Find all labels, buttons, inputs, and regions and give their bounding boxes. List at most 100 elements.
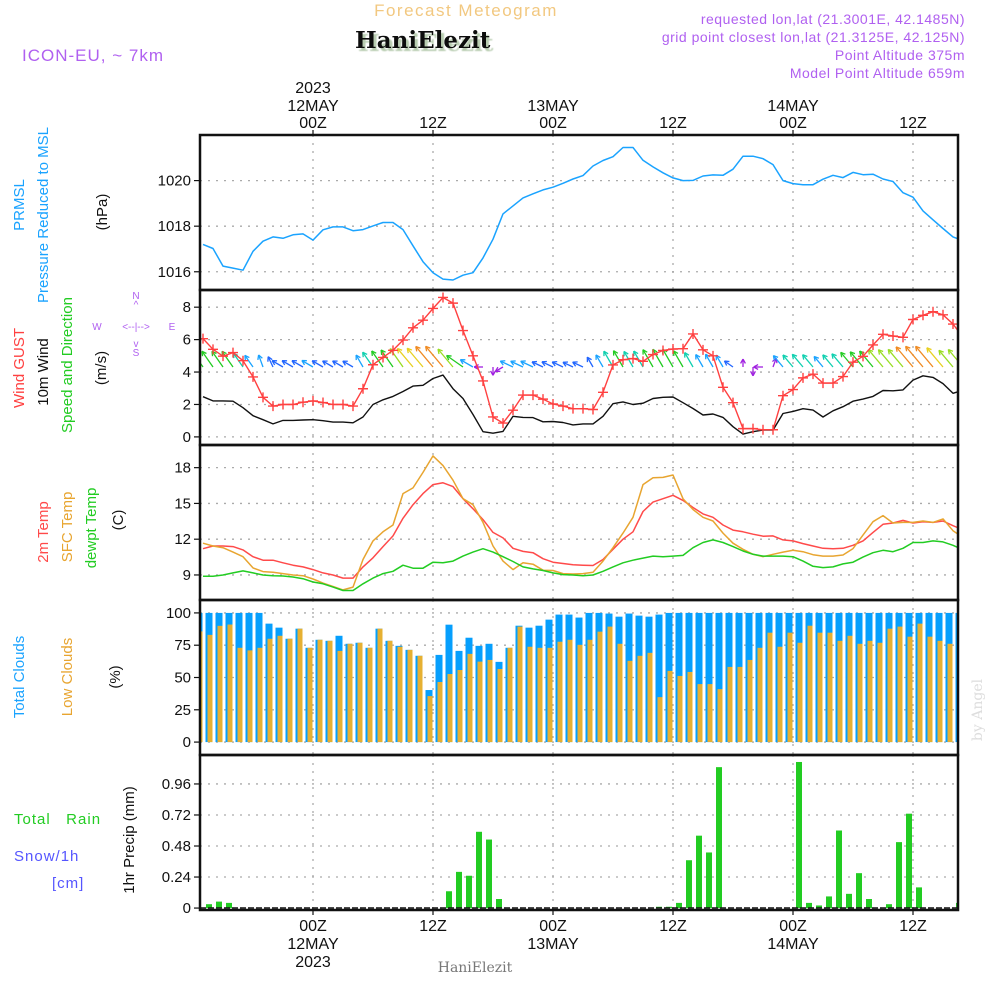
arrow-shaft xyxy=(705,353,714,368)
gust-marker xyxy=(798,372,808,383)
wind-direction-arrow-icon xyxy=(531,360,544,368)
low-clouds-bar xyxy=(907,636,913,743)
rain-bar xyxy=(456,871,462,909)
wind-direction-arrow-icon xyxy=(311,360,324,368)
snow-unit: [cm] xyxy=(52,875,84,892)
arrow-shaft xyxy=(371,350,384,368)
arrow-shaft xyxy=(494,366,504,372)
gust-marker xyxy=(348,401,358,412)
arrow-head xyxy=(603,350,609,355)
gust-marker xyxy=(638,356,648,367)
low-clouds-bar xyxy=(407,649,413,743)
arrow-head xyxy=(822,354,828,358)
wind-direction-arrow-icon xyxy=(782,354,794,368)
low-clouds-bar xyxy=(587,639,593,743)
pressure-y-tick-label: 1018 xyxy=(158,218,191,235)
arrow-head xyxy=(878,349,884,353)
arrow-head xyxy=(831,353,834,359)
arrow-head xyxy=(613,350,619,354)
arrow-head xyxy=(772,355,776,361)
low-clouds-bar xyxy=(857,643,863,743)
compass-horizontal: <--|--> xyxy=(122,322,150,333)
arrow-head xyxy=(510,360,515,366)
arrow-head xyxy=(586,356,592,361)
low-clouds-bar xyxy=(377,628,383,743)
gust-marker xyxy=(738,423,748,434)
arrow-shaft xyxy=(460,359,474,368)
gust-marker xyxy=(418,315,428,326)
gust-marker xyxy=(788,384,798,395)
wind-direction-arrow-icon xyxy=(510,360,524,368)
wind-direction-arrow-icon xyxy=(201,350,214,368)
low-clouds-bar xyxy=(457,670,463,743)
gust-marker xyxy=(888,331,898,342)
wind-direction-arrow-icon xyxy=(490,367,496,376)
gust-marker xyxy=(468,350,478,361)
wind-y-tick-label: 2 xyxy=(183,396,191,413)
bottom-time-label: 12Z xyxy=(899,918,927,935)
wind-direction-arrow-icon xyxy=(947,348,958,363)
arrow-head xyxy=(791,354,794,360)
wind-direction-arrow-icon xyxy=(459,359,474,368)
wind-direction-arrow-icon xyxy=(740,358,746,367)
sfc-temp-line xyxy=(202,455,958,591)
wind-direction-arrow-icon xyxy=(926,347,944,368)
low-clouds-bar xyxy=(327,640,333,743)
arrow-head xyxy=(905,346,908,352)
gust-marker xyxy=(200,333,208,344)
arrow-head xyxy=(840,352,843,358)
precip-frame xyxy=(198,753,960,912)
clouds-y-tick-label: 0 xyxy=(183,734,191,751)
rain-bar xyxy=(676,902,682,909)
gust-marker xyxy=(308,395,318,406)
total-clouds-label: Total Clouds xyxy=(11,636,28,719)
precip-marks xyxy=(200,761,958,909)
bottom-year-label: 2023 xyxy=(295,954,331,971)
low-clouds-bar xyxy=(797,642,803,743)
total-clouds-bar xyxy=(715,612,723,743)
rain-bar xyxy=(496,899,502,909)
arrow-shaft xyxy=(541,361,554,368)
arrow-shaft xyxy=(500,360,514,368)
low-clouds-bar xyxy=(497,668,503,743)
gust-marker xyxy=(248,371,258,382)
gust-marker xyxy=(338,399,348,410)
gust-marker xyxy=(768,424,778,435)
gust-marker xyxy=(508,405,518,416)
rain-bar xyxy=(716,767,722,909)
gust-marker xyxy=(718,382,728,393)
wind-direction-arrow-icon xyxy=(612,350,624,368)
precip-y-tick-label: 0 xyxy=(183,900,191,917)
wind-speed-direction-label: Speed and Direction xyxy=(59,297,76,433)
low-clouds-bar xyxy=(757,647,763,743)
temp-2m-label: 2m Temp xyxy=(35,501,52,562)
low-clouds-bar xyxy=(267,638,273,743)
gust-marker xyxy=(878,329,888,340)
gust-marker xyxy=(708,350,718,361)
low-clouds-bar xyxy=(637,655,643,743)
gust-marker xyxy=(438,292,448,303)
arrow-shaft xyxy=(673,350,684,368)
arrow-shaft xyxy=(396,348,414,368)
arrow-shaft xyxy=(905,345,924,368)
arrow-shaft xyxy=(813,356,824,368)
low-clouds-bar xyxy=(437,682,443,743)
arrow-shaft xyxy=(859,350,874,368)
arrow-head xyxy=(271,360,276,366)
arrow-head xyxy=(551,361,556,367)
low-clouds-bar xyxy=(557,641,563,743)
low-clouds-bar xyxy=(397,646,403,743)
arrow-shaft xyxy=(772,358,777,368)
top-time-label: 12Z xyxy=(899,115,927,132)
arrow-shaft xyxy=(715,354,724,368)
arrow-head xyxy=(211,351,214,357)
gust-marker xyxy=(558,401,568,412)
gust-marker xyxy=(608,359,618,370)
gust-marker xyxy=(408,322,418,333)
wind-marks xyxy=(200,292,958,435)
arrow-head xyxy=(947,349,950,355)
point-altitude: Point Altitude 375m xyxy=(835,47,965,63)
arrow-shaft xyxy=(633,350,644,368)
location-name: HaniElezit xyxy=(355,27,491,54)
